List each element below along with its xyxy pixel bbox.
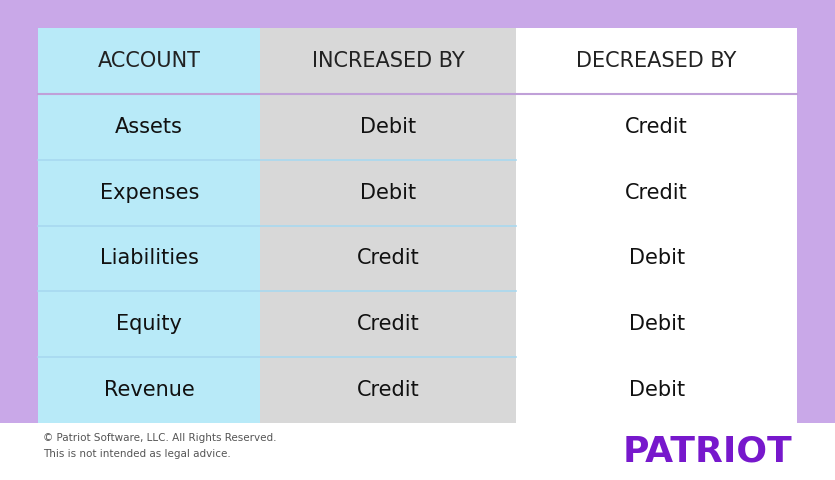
Text: Revenue: Revenue <box>104 380 195 400</box>
Text: Debit: Debit <box>360 117 417 137</box>
Bar <box>261 226 516 291</box>
Text: Assets: Assets <box>115 117 183 137</box>
Bar <box>516 94 797 160</box>
Bar <box>261 357 516 423</box>
Text: INCREASED BY: INCREASED BY <box>312 51 464 71</box>
Bar <box>38 160 261 226</box>
Bar <box>38 28 261 94</box>
Text: Debit: Debit <box>629 380 685 400</box>
Bar <box>516 226 797 291</box>
Bar <box>516 28 797 94</box>
Text: PATRIOT: PATRIOT <box>622 434 792 468</box>
Bar <box>261 94 516 160</box>
Text: DECREASED BY: DECREASED BY <box>576 51 736 71</box>
Text: Credit: Credit <box>357 249 420 268</box>
Bar <box>38 226 261 291</box>
Text: Debit: Debit <box>629 249 685 268</box>
Bar <box>38 28 797 423</box>
Text: Debit: Debit <box>629 314 685 334</box>
Text: Equity: Equity <box>116 314 182 334</box>
Text: Credit: Credit <box>357 380 420 400</box>
Text: Expenses: Expenses <box>99 182 199 203</box>
Text: Liabilities: Liabilities <box>99 249 199 268</box>
Bar <box>261 160 516 226</box>
Bar <box>261 291 516 357</box>
Bar <box>516 291 797 357</box>
Bar <box>38 291 261 357</box>
Bar <box>516 160 797 226</box>
Text: Credit: Credit <box>625 117 688 137</box>
Text: ACCOUNT: ACCOUNT <box>98 51 200 71</box>
Text: Credit: Credit <box>625 182 688 203</box>
Text: This is not intended as legal advice.: This is not intended as legal advice. <box>43 449 230 459</box>
Bar <box>0 423 835 480</box>
Text: Debit: Debit <box>360 182 417 203</box>
Bar <box>38 94 261 160</box>
Text: Credit: Credit <box>357 314 420 334</box>
Text: © Patriot Software, LLC. All Rights Reserved.: © Patriot Software, LLC. All Rights Rese… <box>43 433 276 443</box>
Bar <box>38 357 261 423</box>
Bar <box>516 357 797 423</box>
Bar <box>261 28 516 94</box>
